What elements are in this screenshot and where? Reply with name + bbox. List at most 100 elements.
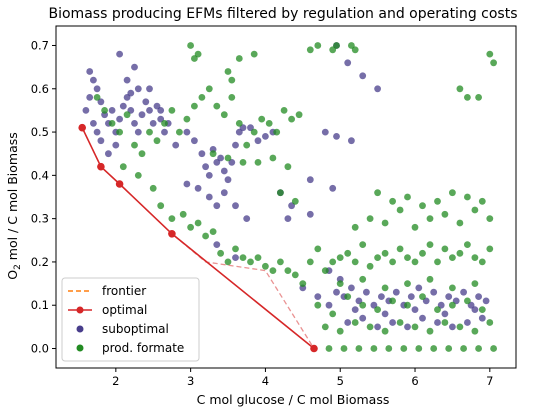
suboptimal-point [333, 133, 340, 140]
prod-formate-point [404, 301, 411, 309]
prod-formate-point [389, 297, 396, 305]
prod-formate-point [168, 215, 176, 223]
prod-formate-point [486, 215, 494, 223]
prod-formate-point [198, 94, 206, 101]
legend-suboptimal-label: suboptimal [102, 322, 169, 336]
prod-formate-point [396, 245, 404, 253]
prod-formate-point [471, 254, 479, 261]
prod-formate-point [101, 107, 108, 114]
prod-formate-point [277, 189, 284, 197]
suboptimal-point [262, 133, 269, 140]
prod-formate-point [456, 219, 464, 227]
prod-formate-point [306, 258, 314, 266]
suboptimal-point [123, 76, 131, 84]
suboptimal-point [131, 120, 138, 127]
prod-formate-point [464, 241, 471, 249]
y-tick-label: 0.4 [31, 168, 49, 182]
suboptimal-point [213, 159, 221, 166]
prod-formate-point [456, 249, 464, 257]
legend-optimal-label: optimal [102, 303, 147, 317]
suboptimal-point [464, 319, 471, 326]
prod-formate-point [134, 172, 142, 179]
suboptimal-point [415, 284, 423, 292]
suboptimal-point [93, 85, 101, 93]
prod-formate-point [449, 284, 456, 292]
prod-formate-point [389, 197, 396, 205]
prod-formate-point [291, 197, 299, 205]
suboptimal-point [404, 323, 411, 331]
prod-formate-point [381, 249, 389, 257]
prod-formate-point [370, 345, 378, 352]
prod-formate-point [269, 267, 277, 274]
suboptimal-point [217, 154, 225, 162]
prod-formate-point [314, 245, 322, 253]
prod-formate-point [161, 120, 168, 127]
suboptimal-point [108, 107, 116, 114]
suboptimal-point [333, 288, 340, 296]
suboptimal-point [254, 137, 262, 145]
prod-formate-point [108, 120, 116, 127]
x-tick-label: 4 [262, 374, 269, 388]
chart-title: Biomass producing EFMs filtered by regul… [49, 6, 518, 22]
suboptimal-point [232, 202, 239, 210]
y-tick-label: 0.7 [31, 38, 49, 52]
prod-formate-point [336, 327, 344, 335]
prod-formate-point [288, 115, 295, 123]
prod-formate-point [157, 202, 165, 210]
prod-formate-point [478, 306, 486, 313]
suboptimal-point [243, 215, 251, 223]
suboptimal-point [392, 288, 400, 296]
suboptimal-point [90, 120, 97, 127]
suboptimal-point [321, 128, 329, 136]
prod-formate-point [153, 137, 161, 145]
prod-formate-point [490, 59, 497, 67]
prod-formate-point [449, 189, 456, 197]
prod-formate-point [344, 293, 352, 300]
suboptimal-point [441, 310, 449, 318]
prod-formate-point [359, 301, 367, 309]
legend-prod-formate-swatch [76, 344, 84, 352]
prod-formate-point [209, 228, 217, 236]
prod-formate-point [321, 267, 329, 274]
y-tick-label: 0.1 [31, 298, 49, 312]
suboptimal-point [374, 323, 381, 331]
prod-formate-point [374, 254, 381, 261]
prod-formate-point [187, 223, 195, 231]
suboptimal-point [134, 85, 142, 93]
prod-formate-point [187, 42, 195, 49]
prod-formate-point [359, 275, 367, 283]
suboptimal-point [105, 150, 112, 158]
prod-formate-point [262, 262, 269, 270]
suboptimal-point [407, 293, 415, 300]
prod-formate-point [404, 193, 411, 201]
suboptimal-point [306, 210, 314, 218]
prod-formate-point [351, 223, 359, 231]
prod-formate-point [449, 301, 456, 309]
suboptimal-point [378, 293, 385, 300]
prod-formate-point [217, 249, 225, 257]
suboptimal-point [434, 319, 441, 326]
prod-formate-point [336, 254, 344, 261]
prod-formate-point [284, 267, 292, 274]
prod-formate-point [478, 197, 486, 205]
prod-formate-point [374, 189, 381, 197]
prod-formate-point [464, 193, 471, 201]
prod-formate-point [366, 215, 374, 223]
prod-formate-point [149, 184, 157, 192]
optimal-point [78, 123, 86, 132]
suboptimal-point [116, 115, 123, 123]
prod-formate-point [247, 258, 254, 266]
prod-formate-point [486, 50, 494, 58]
prod-formate-point [243, 141, 251, 149]
y-axis-label-subscript: 2 [13, 264, 23, 270]
prod-formate-point [321, 323, 329, 331]
prod-formate-point [254, 159, 262, 166]
prod-formate-point [202, 232, 210, 240]
prod-formate-point [434, 258, 441, 266]
prod-formate-point [490, 345, 497, 352]
prod-formate-point [340, 345, 348, 352]
prod-formate-point [220, 111, 228, 119]
suboptimal-point [220, 167, 228, 175]
prod-formate-point [426, 215, 434, 223]
prod-formate-point [366, 323, 374, 331]
